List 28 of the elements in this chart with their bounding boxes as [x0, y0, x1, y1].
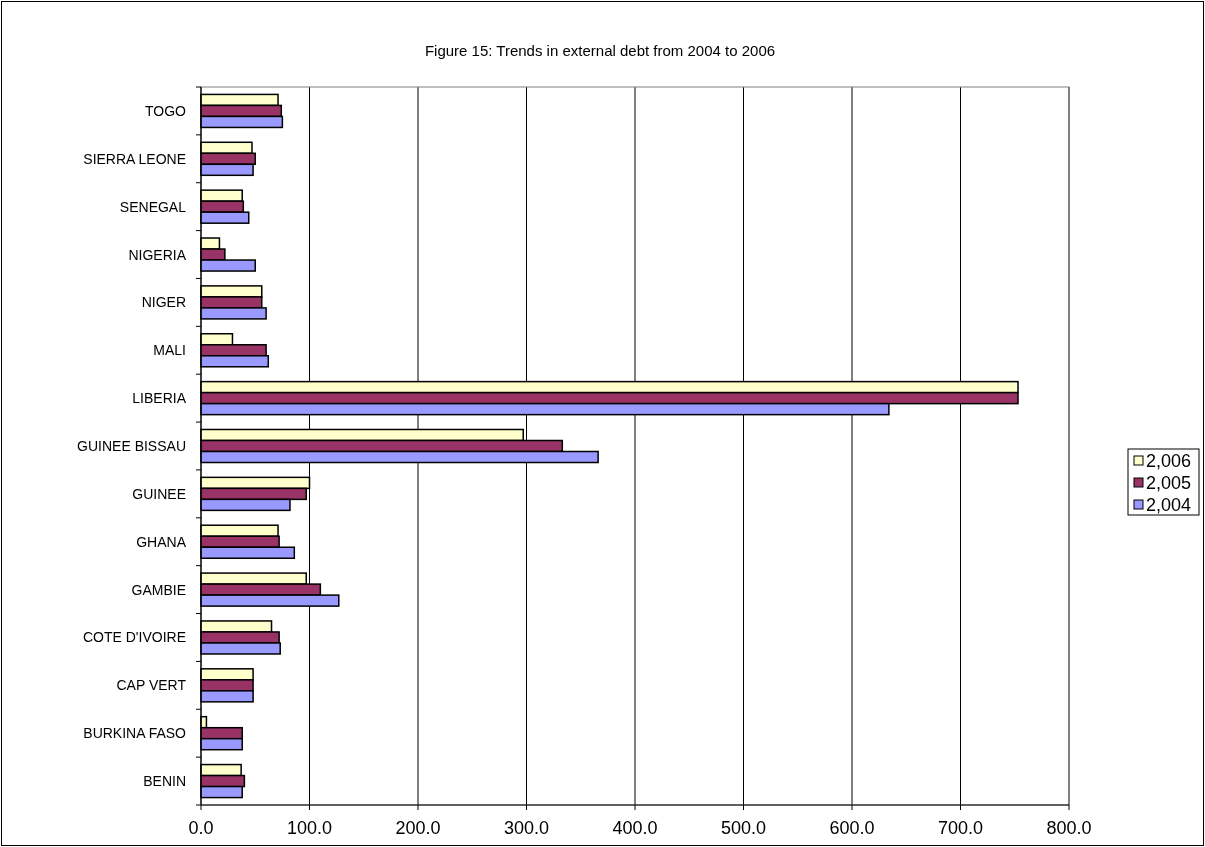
x-tick-label: 0.0 — [188, 818, 214, 838]
x-tick-label: 700.0 — [937, 818, 984, 838]
x-tick-label: 200.0 — [395, 818, 441, 838]
y-tick-label: LIBERIA — [132, 390, 187, 407]
y-tick-label: NIGERIA — [128, 246, 187, 263]
x-tick-label: 600.0 — [829, 818, 875, 838]
y-tick-label: MALI — [153, 342, 186, 359]
x-tick-label: 400.0 — [612, 818, 658, 838]
x-tick-label: 300.0 — [503, 818, 550, 838]
x-tick-label: 500.0 — [720, 818, 767, 838]
y-tick-label: BENIN — [143, 773, 186, 790]
y-tick-label: CAP VERT — [116, 677, 187, 694]
x-tick-label: 800.0 — [1046, 818, 1092, 838]
y-tick-label: NIGER — [141, 294, 186, 311]
legend-label: 2,005 — [1146, 473, 1192, 493]
chart-title: Figure 15: Trends in external debt from 2004 to 2006 — [424, 41, 776, 59]
y-tick-label: COTE D'IVOIRE — [82, 629, 186, 646]
legend-label: 2,004 — [1146, 495, 1192, 515]
y-tick-label: GUINEE BISSAU — [77, 438, 186, 454]
y-tick-label: BURKINA FASO — [83, 725, 187, 742]
y-tick-label: SENEGAL — [119, 198, 187, 215]
x-tick-label: 100.0 — [286, 818, 333, 838]
y-tick-label: TOGO — [145, 102, 187, 119]
y-tick-label: SIERRA LEONE — [83, 150, 186, 167]
y-tick-label: GAMBIE — [131, 581, 186, 598]
y-tick-label: GUINEE — [132, 485, 186, 502]
legend-label: 2,006 — [1146, 451, 1192, 471]
y-tick-label: GHANA — [136, 533, 187, 550]
